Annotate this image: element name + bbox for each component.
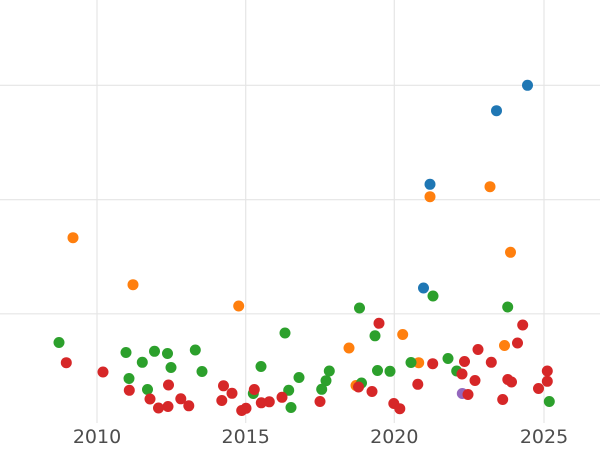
data-point-red	[175, 393, 187, 405]
data-point-orange	[233, 300, 245, 312]
data-point-green	[196, 366, 208, 377]
data-point-red	[226, 387, 238, 399]
data-point-red	[512, 337, 523, 349]
data-point-red	[541, 375, 553, 387]
data-point-red	[255, 397, 267, 409]
data-point-orange	[424, 191, 436, 203]
data-point-red	[462, 389, 474, 400]
data-point-orange	[499, 340, 510, 351]
data-point-green	[354, 302, 365, 314]
data-point-red	[456, 368, 468, 380]
data-point-orange	[343, 342, 355, 354]
data-point-orange	[397, 329, 409, 340]
data-point-red	[123, 384, 135, 396]
x-tick-label: 2025	[520, 426, 568, 448]
data-point-green	[369, 330, 381, 342]
data-point-red	[153, 402, 164, 414]
data-point-green	[442, 353, 454, 364]
data-point-green	[123, 373, 135, 384]
data-point-orange	[413, 357, 425, 369]
data-point-red	[366, 386, 378, 397]
data-point-green	[189, 344, 201, 356]
data-point-orange	[505, 246, 516, 258]
data-point-red	[394, 403, 406, 415]
data-point-red	[541, 365, 553, 377]
data-point-green	[427, 290, 439, 302]
data-point-green	[162, 348, 173, 359]
data-point-orange	[67, 232, 79, 244]
x-tick-label: 2020	[370, 426, 418, 448]
data-point-red	[263, 396, 275, 408]
data-point-green	[293, 372, 305, 383]
data-point-green	[165, 362, 177, 373]
data-point-blue	[424, 178, 436, 190]
data-point-red	[373, 317, 385, 329]
data-point-red	[216, 395, 228, 406]
data-point-green	[502, 301, 514, 313]
data-point-red	[183, 400, 195, 412]
data-point-green	[285, 402, 297, 413]
data-point-green	[136, 356, 148, 368]
data-point-green	[255, 361, 267, 372]
data-point-green	[372, 365, 383, 376]
data-point-red	[472, 344, 484, 355]
data-point-red	[314, 396, 326, 407]
data-point-red	[236, 405, 248, 416]
data-point-red	[469, 375, 481, 386]
data-point-blue	[491, 105, 502, 117]
data-point-green	[279, 327, 291, 339]
data-point-green	[316, 383, 328, 395]
data-point-red	[485, 356, 497, 368]
data-point-red	[517, 319, 529, 331]
data-point-red	[506, 376, 517, 388]
data-point-green	[283, 384, 295, 396]
data-point-green	[320, 375, 332, 387]
data-point-green	[53, 337, 65, 348]
data-point-red	[427, 358, 439, 370]
data-point-green	[323, 365, 335, 377]
x-tick-label: 2010	[73, 426, 121, 448]
data-point-blue	[522, 79, 533, 91]
data-point-red	[163, 379, 174, 391]
data-point-red	[144, 393, 156, 405]
data-point-green	[405, 357, 417, 368]
data-point-green	[120, 347, 132, 358]
data-point-green	[149, 345, 160, 357]
data-point-orange	[127, 279, 139, 291]
data-point-red	[97, 366, 109, 378]
data-point-green	[543, 396, 555, 407]
data-point-red	[276, 391, 288, 403]
data-point-orange	[484, 181, 496, 193]
data-point-red	[412, 378, 424, 390]
data-point-green	[384, 365, 396, 377]
data-point-green	[142, 384, 153, 395]
data-point-red	[533, 383, 544, 394]
data-point-blue	[418, 282, 429, 294]
data-point-red	[162, 401, 174, 412]
data-point-red	[248, 384, 260, 395]
data-point-red	[60, 357, 72, 369]
data-point-red	[497, 394, 509, 405]
x-tick-label: 2015	[222, 426, 270, 448]
data-point-red	[459, 356, 470, 367]
data-point-red	[218, 380, 229, 392]
data-point-red	[353, 381, 364, 393]
